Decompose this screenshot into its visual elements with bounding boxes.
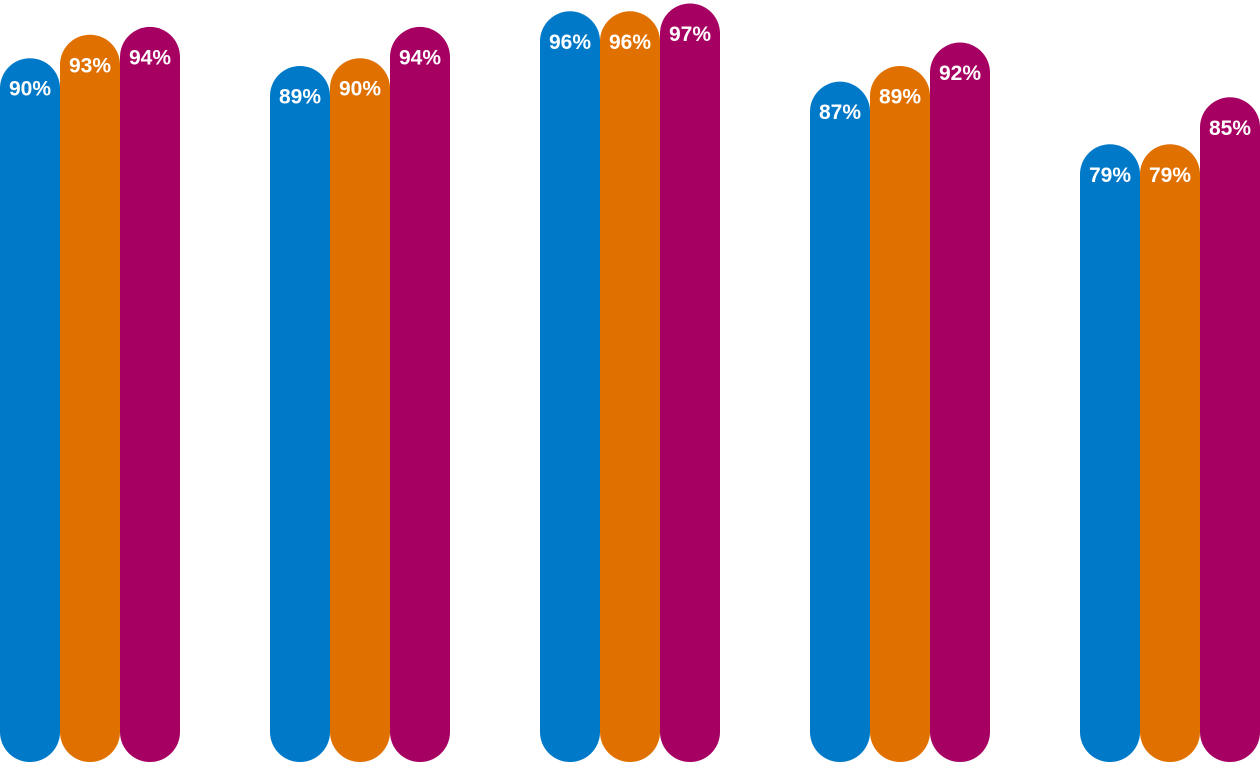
bar-group4-series1	[810, 81, 870, 762]
data-label-group4-series1: 87%	[819, 101, 861, 124]
data-label-group5-series3: 85%	[1209, 117, 1251, 140]
bar-group2-series1	[270, 66, 330, 762]
data-label-group3-series2: 96%	[609, 31, 651, 54]
data-label-group1-series3: 94%	[129, 46, 171, 69]
bar-group5-series1	[1080, 144, 1140, 762]
data-label-group5-series2: 79%	[1149, 164, 1191, 187]
bar-group3-series2	[600, 11, 660, 762]
bar-group3-series3	[660, 3, 720, 762]
data-label-group2-series3: 94%	[399, 46, 441, 69]
data-label-group1-series1: 90%	[9, 78, 51, 101]
data-label-group4-series3: 92%	[939, 62, 981, 85]
bar-group4-series3	[930, 42, 990, 762]
bar-group2-series3	[390, 26, 450, 762]
data-label-group5-series1: 79%	[1089, 164, 1131, 187]
labels-layer: 90% 89% 96% 87% 79% 93% 90% 96% 89% 79% 94% 94% 97% 9…	[9, 23, 1251, 187]
bar-group5-series2	[1140, 144, 1200, 762]
data-label-group3-series1: 96%	[549, 31, 591, 54]
bar-group4-series2	[870, 66, 930, 762]
data-label-group2-series1: 89%	[279, 86, 321, 109]
bar-group1-series3	[120, 26, 180, 762]
bar-group1-series1	[0, 58, 60, 762]
data-label-group4-series2: 89%	[879, 86, 921, 109]
bar-group5-series3	[1200, 97, 1260, 762]
bars-layer	[0, 3, 1260, 762]
data-label-group3-series3: 97%	[669, 23, 711, 46]
bar-group1-series2	[60, 34, 120, 762]
data-label-group1-series2: 93%	[69, 54, 111, 77]
bar-group3-series1	[540, 11, 600, 762]
data-label-group2-series2: 90%	[339, 78, 381, 101]
bar-group2-series2	[330, 58, 390, 762]
